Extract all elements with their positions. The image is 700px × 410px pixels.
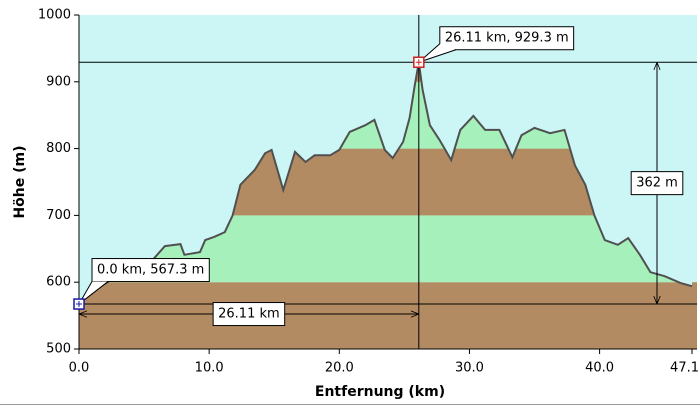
climb-label-box: [630, 171, 684, 196]
x-tick-label: 47.1: [670, 361, 699, 376]
distance-label-box: [212, 302, 286, 327]
y-tick-label: 600: [46, 275, 71, 290]
base-band: [692, 282, 697, 349]
y-axis-label: Höhe (m): [12, 145, 28, 218]
bottom-border: [0, 404, 700, 405]
y-tick-label: 800: [46, 141, 71, 156]
marker-label-box: [439, 26, 575, 51]
marker-cross: [415, 59, 422, 66]
y-tick-label: 900: [46, 74, 71, 89]
x-tick-label: 0.0: [69, 361, 90, 376]
marker-label-box: [91, 258, 210, 283]
x-tick-label: 10.0: [195, 361, 224, 376]
elevation-band: [79, 282, 692, 349]
distance-label: 26.11 km: [218, 307, 280, 322]
marker-label: 0.0 km, 567.3 m: [97, 263, 204, 278]
y-tick-label: 1000: [38, 8, 71, 23]
marker-cross: [76, 301, 82, 308]
y-tick-label: 500: [46, 342, 71, 357]
profile-line: [78, 62, 693, 305]
x-axis-label: Entfernung (km): [315, 384, 445, 400]
climb-label: 362 m: [636, 176, 678, 191]
x-tick-label: 40.0: [585, 361, 614, 376]
x-tick-label: 30.0: [455, 361, 484, 376]
marker-label: 26.11 km, 929.3 m: [445, 31, 569, 46]
y-tick-label: 700: [46, 208, 71, 223]
x-tick-label: 20.0: [325, 361, 354, 376]
